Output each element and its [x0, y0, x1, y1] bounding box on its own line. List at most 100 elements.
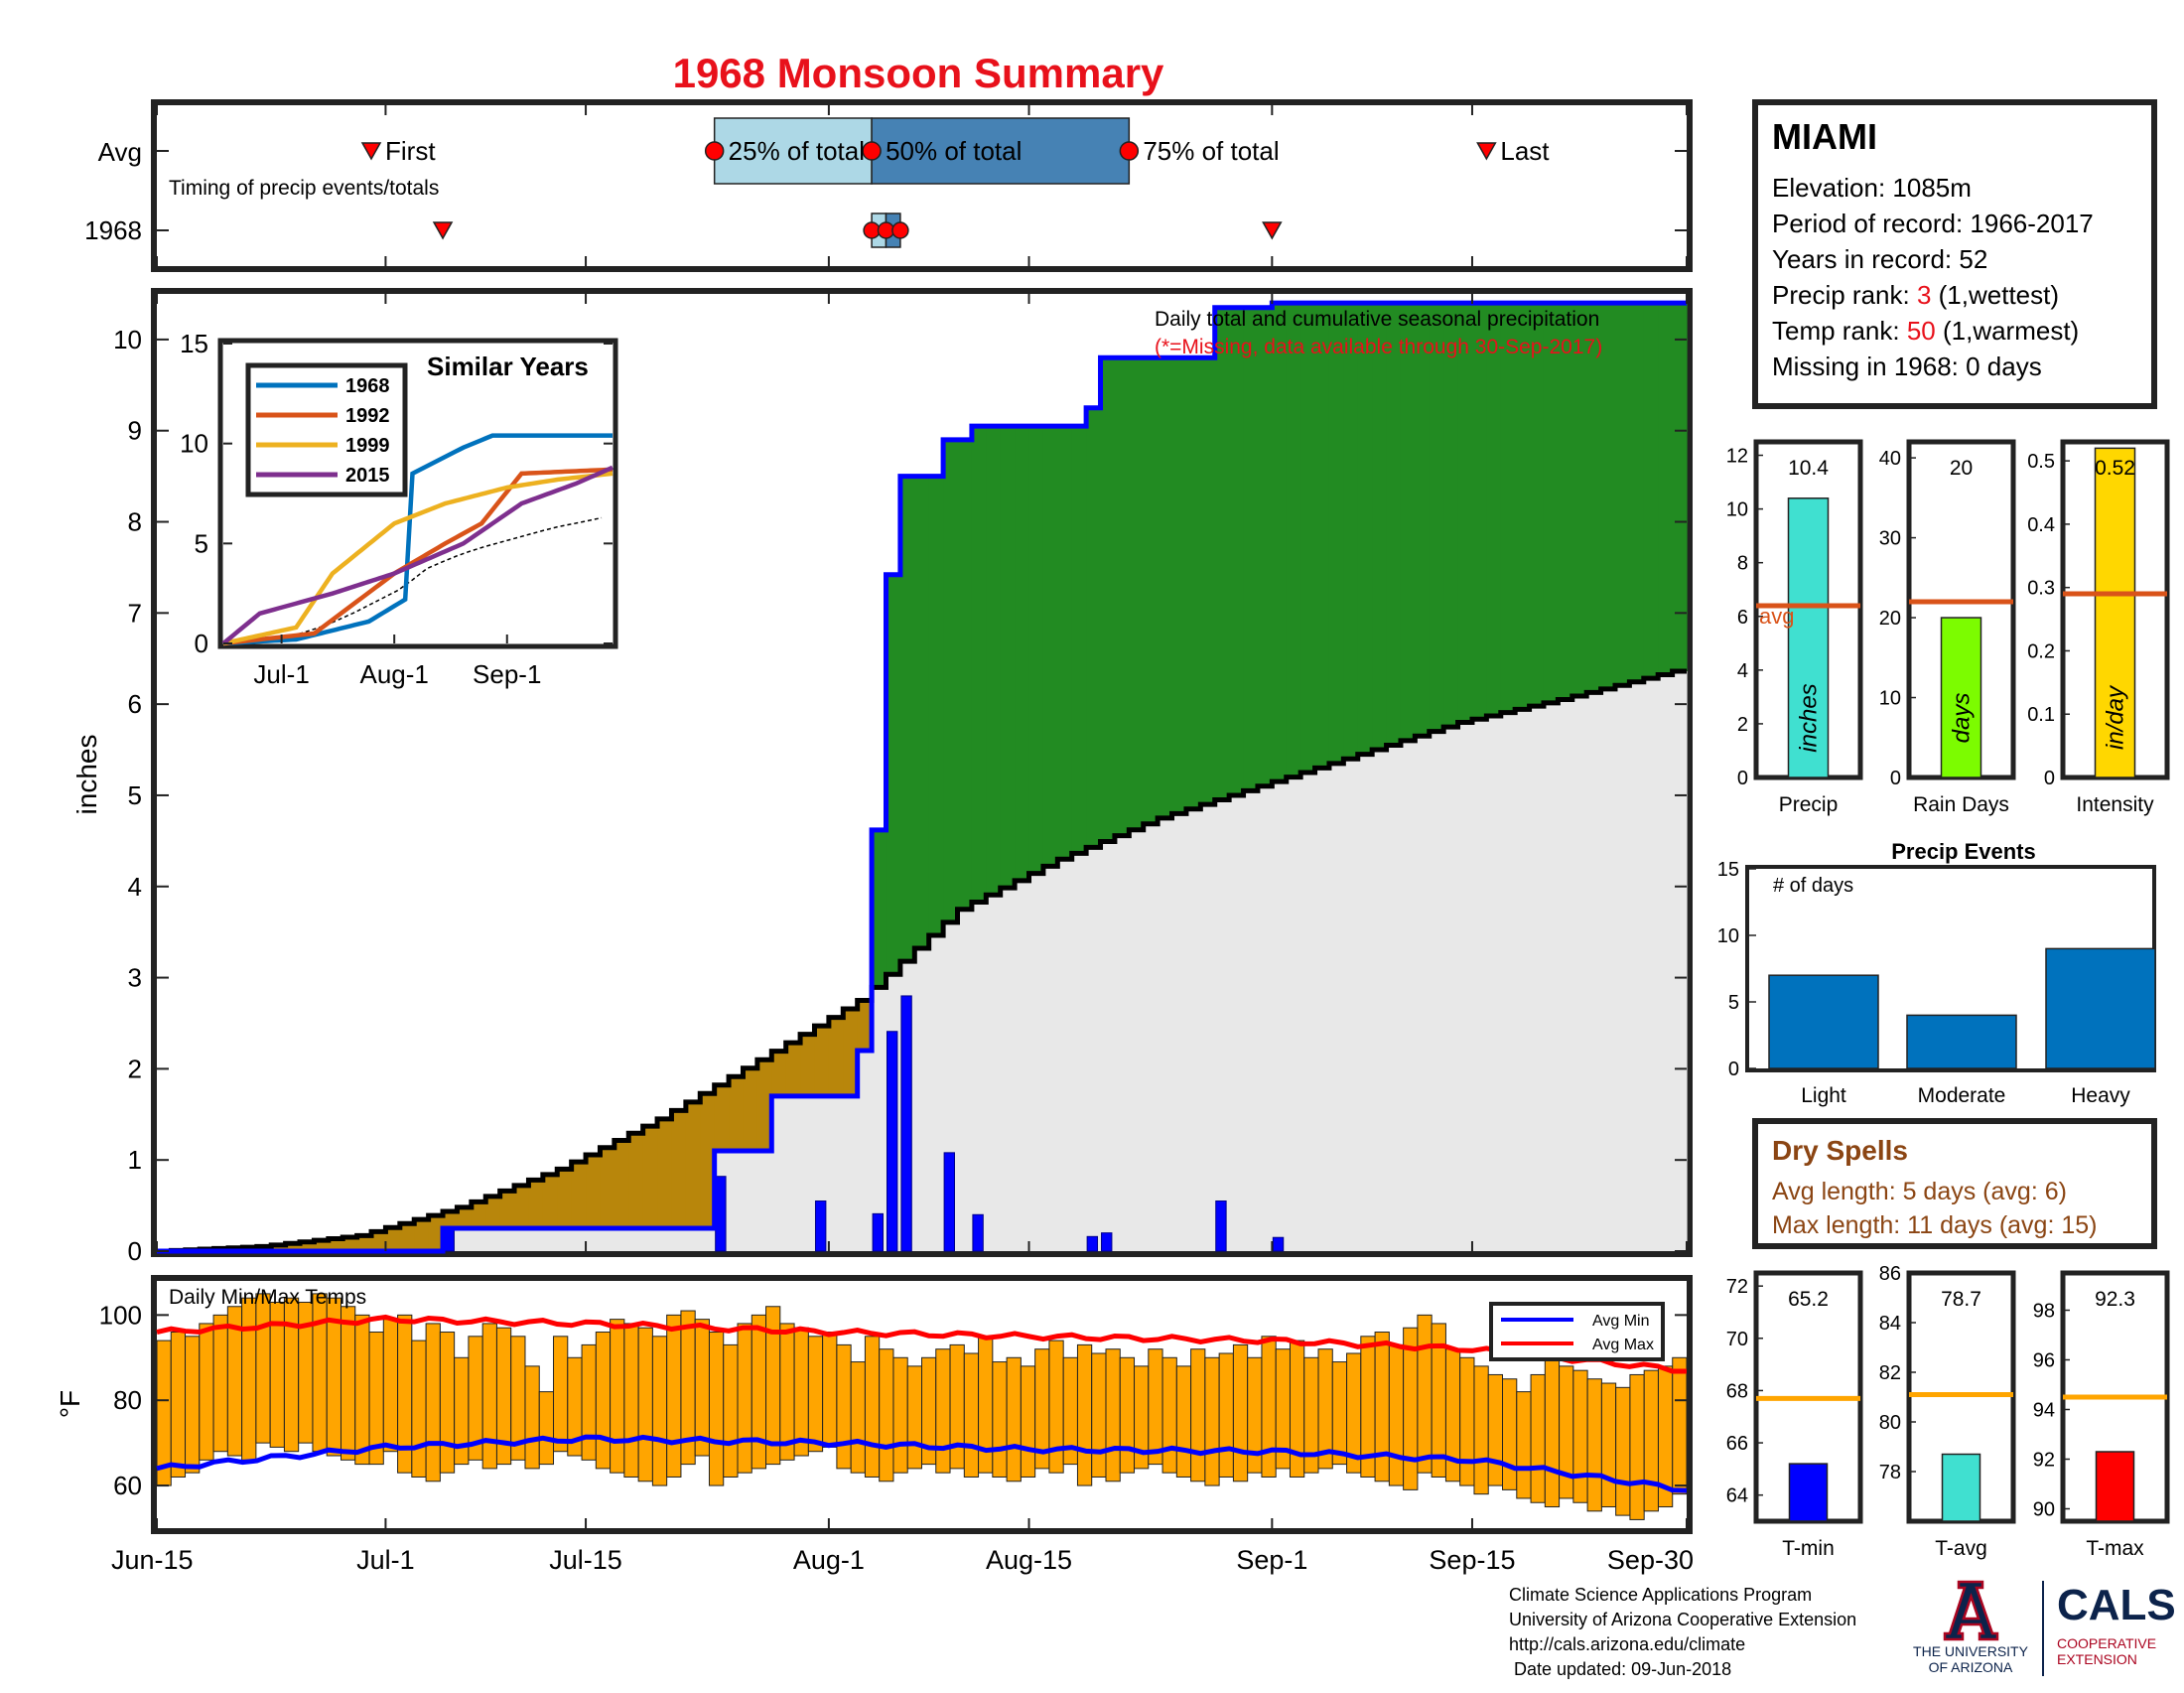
- daily-temp-bar: [1403, 1327, 1419, 1490]
- timing-panel: Avg 1968 Timing of precip events/totals …: [84, 99, 1693, 272]
- tstat-value-label-0: 65.2: [1788, 1288, 1829, 1311]
- daily-temp-bar: [1615, 1386, 1631, 1516]
- inset-series-line-1999: [222, 471, 614, 646]
- deficit-area-segment: [857, 1000, 873, 1052]
- tstat-value-label-1: 78.7: [1941, 1288, 1981, 1311]
- deficit-area-segment: [685, 1101, 701, 1229]
- surplus-area-segment: [1558, 303, 1573, 700]
- quartile-box-50-75: [871, 117, 1131, 185]
- surplus-area-segment: [914, 476, 930, 949]
- normal-area-segment: [1343, 759, 1359, 1251]
- stat-ytick-label: 12: [1726, 446, 1748, 468]
- ua-logo-text-1: THE UNIVERSITY: [1913, 1643, 2029, 1659]
- daily-temp-bar: [1006, 1356, 1022, 1482]
- normal-area-segment: [1114, 835, 1130, 1251]
- surplus-area-segment: [1100, 357, 1116, 842]
- temperature-chart: 60 80 100 Daily Min/Max Temps °F Avg Min A…: [55, 1275, 1693, 1534]
- normal-area-segment: [1185, 808, 1201, 1251]
- normal-area-segment: [685, 1228, 701, 1251]
- daily-temp-bar: [666, 1314, 682, 1478]
- normal-area-segment: [1042, 866, 1058, 1251]
- deficit-area-segment: [671, 1110, 687, 1229]
- label-q50: 50% of total: [886, 136, 1022, 166]
- stat-unit-label-2: in/day: [2103, 684, 2129, 750]
- deficit-area-segment: [285, 1243, 301, 1251]
- daily-temp-bar: [1530, 1373, 1546, 1503]
- deficit-area-segment: [342, 1236, 358, 1251]
- deficit-area-segment: [414, 1219, 430, 1251]
- station-years: Years in record: 52: [1772, 244, 1987, 274]
- deficit-area-segment: [356, 1235, 372, 1251]
- daily-temp-bar: [751, 1314, 767, 1470]
- marker-q25: [704, 141, 725, 161]
- precip-ytick-label: 1: [128, 1145, 142, 1175]
- daily-temp-bar: [1232, 1343, 1249, 1482]
- daily-temp-bar: [382, 1319, 399, 1453]
- stat-value-label-0: 10.4: [1788, 457, 1829, 480]
- surplus-area-segment: [1129, 357, 1145, 830]
- deficit-area-segment: [514, 1185, 530, 1229]
- normal-area-segment: [1129, 829, 1145, 1251]
- normal-area-segment: [771, 1095, 787, 1251]
- deficit-area-segment: [271, 1244, 287, 1251]
- normal-area-segment: [1028, 873, 1044, 1251]
- normal-area-segment: [457, 1228, 473, 1251]
- stat-ytick-label: 0: [1737, 768, 1748, 789]
- surplus-area-segment: [1600, 303, 1616, 689]
- daily-precip-bar: [1272, 1236, 1285, 1252]
- surplus-area-segment: [1486, 303, 1502, 716]
- event-ytick-label: 0: [1728, 1058, 1739, 1080]
- marker-q50: [862, 141, 882, 161]
- precip-main-chart: 0 1 2 3 4 5 6 7 8 9 10 Daily total and cumulative …: [71, 288, 1693, 1266]
- deficit-area-segment: [328, 1238, 343, 1251]
- precip-events-title: Precip Events: [1891, 839, 2036, 864]
- daily-temp-bar: [694, 1319, 710, 1457]
- normal-area-segment: [1272, 781, 1288, 1251]
- label-q25: 25% of total: [729, 136, 865, 166]
- surplus-area-segment: [1457, 303, 1473, 723]
- surplus-area-segment: [1200, 357, 1216, 805]
- normal-area-segment: [671, 1228, 687, 1251]
- daily-precip-bar: [1086, 1235, 1099, 1252]
- precip-ytick-label: 4: [128, 872, 142, 902]
- normal-area-segment: [1543, 702, 1559, 1251]
- surplus-area-segment: [1386, 303, 1402, 746]
- surplus-area-segment: [1171, 357, 1187, 814]
- station-period: Period of record: 1966-2017: [1772, 209, 2094, 238]
- normal-area-segment: [1614, 685, 1630, 1251]
- normal-area-segment: [1158, 817, 1173, 1251]
- normal-area-segment: [1672, 670, 1688, 1251]
- normal-area-segment: [499, 1228, 515, 1251]
- cals-wordmark: CALS: [2057, 1581, 2176, 1629]
- tstat-ytick-label: 64: [1726, 1485, 1748, 1507]
- station-info-box: MIAMI Elevation: 1085m Period of record:…: [1752, 99, 2157, 409]
- tstat-ytick-label: 70: [1726, 1329, 1748, 1350]
- precip-ytick-label: 8: [128, 507, 142, 537]
- normal-area-segment: [1658, 674, 1674, 1251]
- daily-temp-bar: [553, 1336, 569, 1453]
- precip-ylabel: inches: [71, 735, 102, 815]
- surplus-area-segment: [1158, 357, 1173, 818]
- ua-block-a-icon: [1943, 1580, 1999, 1641]
- deficit-area-segment: [586, 1154, 602, 1229]
- normal-area-segment: [957, 909, 973, 1251]
- normal-area-segment: [1000, 888, 1016, 1251]
- daily-temp-bar: [581, 1343, 597, 1461]
- cals-coop-2: EXTENSION: [2057, 1651, 2137, 1667]
- daily-temp-bar: [864, 1336, 881, 1478]
- daily-temp-bar: [340, 1306, 356, 1461]
- deficit-area-segment: [314, 1240, 330, 1251]
- label-first: First: [385, 136, 436, 166]
- similar-years-inset: 0 5 10 15 Jul-1 Aug-1 Sep-1 1968 1992 1999 2015 Si…: [180, 329, 618, 689]
- surplus-area-segment: [1272, 303, 1288, 782]
- marker-q75: [891, 221, 909, 239]
- daily-temp-bar: [1218, 1352, 1234, 1478]
- daily-temp-bar: [1600, 1382, 1617, 1508]
- daily-temp-bar: [906, 1365, 923, 1470]
- observed-cumulative-line: [157, 300, 1687, 1254]
- precip-ytick-label: 3: [128, 963, 142, 993]
- deficit-area-segment: [542, 1174, 558, 1229]
- surplus-area-segment: [971, 426, 987, 903]
- tstat-ytick-label: 90: [2033, 1499, 2055, 1521]
- deficit-area-segment: [714, 1084, 730, 1152]
